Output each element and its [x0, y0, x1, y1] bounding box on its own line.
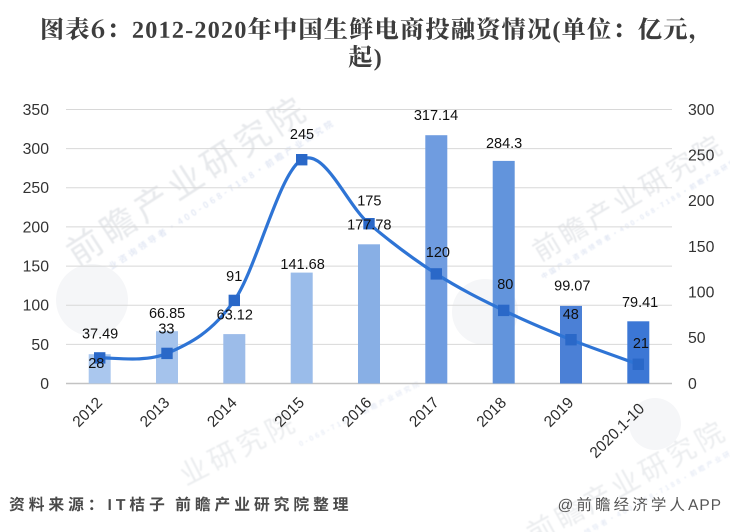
svg-text:91: 91 — [226, 269, 242, 285]
svg-text:245: 245 — [290, 127, 314, 143]
svg-text:100: 100 — [23, 298, 50, 315]
svg-text:50: 50 — [31, 337, 49, 354]
svg-text:2014: 2014 — [204, 394, 241, 431]
svg-text:2017: 2017 — [406, 394, 442, 430]
svg-text:300: 300 — [23, 141, 50, 158]
svg-text:99.07: 99.07 — [554, 279, 590, 295]
svg-text:317.14: 317.14 — [414, 108, 458, 124]
svg-text:2019: 2019 — [541, 394, 577, 430]
svg-text:79.41: 79.41 — [622, 295, 658, 311]
svg-text:2018: 2018 — [474, 394, 510, 430]
svg-text:175: 175 — [357, 194, 381, 210]
svg-text:350: 350 — [23, 102, 50, 119]
svg-text:177.78: 177.78 — [347, 218, 391, 234]
svg-text:0: 0 — [40, 376, 49, 393]
svg-text:284.3: 284.3 — [486, 136, 522, 152]
svg-text:2013: 2013 — [137, 394, 173, 430]
svg-text:28: 28 — [88, 356, 104, 372]
svg-text:100: 100 — [688, 285, 715, 302]
svg-text:2012: 2012 — [70, 394, 106, 430]
svg-text:48: 48 — [563, 307, 579, 323]
svg-text:200: 200 — [23, 219, 50, 236]
svg-text:33: 33 — [158, 322, 174, 338]
svg-text:66.85: 66.85 — [149, 306, 185, 322]
svg-text:2015: 2015 — [272, 394, 308, 430]
svg-text:150: 150 — [23, 259, 50, 276]
svg-text:21: 21 — [633, 336, 649, 352]
svg-text:2016: 2016 — [339, 394, 375, 430]
svg-text:150: 150 — [688, 239, 715, 256]
svg-text:0: 0 — [688, 376, 697, 393]
svg-text:250: 250 — [688, 148, 715, 165]
svg-text:80: 80 — [497, 277, 513, 293]
svg-text:141.68: 141.68 — [280, 257, 324, 273]
svg-text:300: 300 — [688, 102, 715, 119]
svg-text:250: 250 — [23, 180, 50, 197]
svg-text:50: 50 — [688, 330, 706, 347]
svg-text:200: 200 — [688, 193, 715, 210]
svg-text:120: 120 — [426, 245, 450, 261]
svg-text:63.12: 63.12 — [217, 308, 253, 324]
svg-text:37.49: 37.49 — [82, 327, 118, 343]
